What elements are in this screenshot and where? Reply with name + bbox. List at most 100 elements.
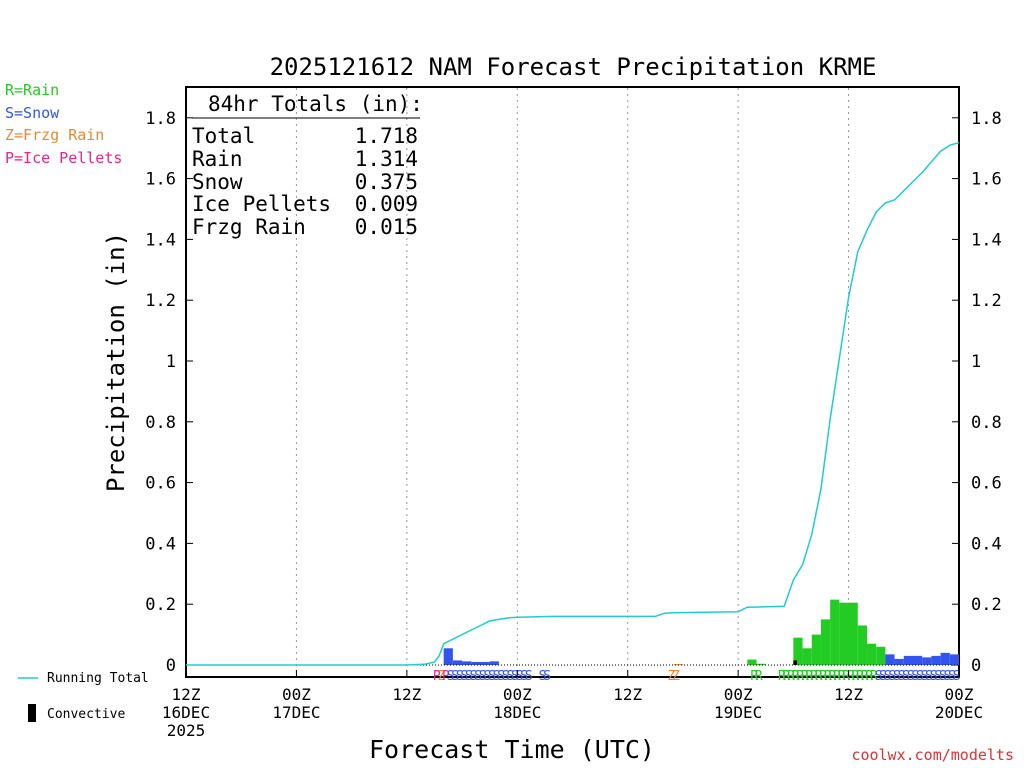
y-tick-label-left: 1.8 — [145, 109, 176, 129]
y-tick-label-left: 0.2 — [145, 595, 176, 615]
precip-type-letter: S — [479, 669, 487, 684]
precip-type-letter: S — [506, 669, 514, 684]
y-tick-label-right: 0.8 — [971, 413, 1002, 433]
precip-type-letter: S — [525, 669, 533, 684]
precip-type-letter: S — [502, 669, 510, 684]
precip-type-letter: R — [870, 669, 878, 684]
precip-bar — [802, 648, 812, 665]
precip-type-letter: Z — [437, 669, 445, 684]
precip-type-letter: R — [801, 669, 809, 684]
precip-bar — [820, 619, 831, 665]
precip-type-letter: S — [456, 669, 464, 684]
precip-type-letter: S — [460, 669, 468, 684]
precip-type-letter: R — [783, 669, 791, 684]
precip-bar — [894, 658, 904, 665]
convective-legend-label: Convective — [47, 707, 125, 722]
precip-bar — [876, 646, 886, 665]
convective-bar — [793, 660, 798, 665]
y-axis-ticks: 0 0 0.2 0.2 0.4 0.4 0.6 0.6 0.8 0.8 1 1 1.2 1.2 1.4 1.4… — [145, 109, 1001, 676]
precip-type-letter: Z — [668, 669, 676, 684]
precip-bar — [857, 625, 867, 665]
running-total-line — [186, 141, 960, 666]
totals-frzg-rain-label: Frzg Rain — [192, 215, 306, 239]
precip-bar — [885, 654, 895, 665]
legend-rain: R=Rain — [5, 81, 59, 99]
precip-type-letter: R — [847, 669, 855, 684]
precip-type-letter: S — [447, 669, 455, 684]
precip-type-letter: S — [921, 669, 929, 684]
y-tick-label-left: 1.4 — [145, 230, 176, 250]
y-tick-label-left: 1.2 — [145, 291, 176, 311]
precip-type-letter: S — [520, 669, 528, 684]
precip-type-letter: R — [778, 669, 786, 684]
totals-box: 84hr Totals (in): Total 1.718 Rain 1.314… — [192, 92, 423, 239]
precip-type-letter: S — [916, 669, 924, 684]
precip-type-letter: S — [497, 669, 505, 684]
precip-type-letter: R — [810, 669, 818, 684]
precip-type-letter: R — [815, 669, 823, 684]
precip-type-letter: R — [861, 669, 869, 684]
precip-type-letter: S — [483, 669, 491, 684]
x-tick-label: 2025 — [167, 721, 206, 740]
precip-type-letter: S — [474, 669, 482, 684]
x-tick-label: 12Z — [172, 685, 201, 704]
totals-header: 84hr Totals (in): — [208, 92, 423, 116]
y-tick-label-left: 0 — [166, 656, 176, 676]
precip-bar — [489, 661, 499, 665]
precip-bar — [931, 655, 941, 665]
precip-type-letter: S — [911, 669, 919, 684]
precip-type-letter: S — [934, 669, 942, 684]
y-tick-label-left: 0.8 — [145, 413, 176, 433]
precip-type-letter: S — [875, 669, 883, 684]
precip-bar — [839, 602, 858, 665]
precip-type-letter: S — [898, 669, 906, 684]
y-tick-label-left: 1.6 — [145, 170, 176, 190]
precip-bar — [462, 661, 472, 665]
totals-rain-value: 1.314 — [355, 147, 418, 171]
running-total-legend-label: Running Total — [47, 671, 149, 686]
precip-type-letter: S — [939, 669, 947, 684]
x-tick-label: 00Z — [282, 685, 311, 704]
precip-type-letter: S — [948, 669, 956, 684]
y-axis-label: Precipitation (in) — [102, 232, 130, 492]
convective-legend-swatch — [28, 704, 36, 722]
watermark: coolwx.com/modelts — [851, 746, 1014, 764]
precip-type-letter: P — [433, 669, 441, 684]
legend-frzg-rain: Z=Frzg Rain — [5, 126, 104, 144]
precip-type-letter: R — [824, 669, 832, 684]
precip-bar — [756, 663, 766, 665]
precip-bar — [443, 648, 453, 665]
y-tick-label-right: 1.6 — [971, 170, 1002, 190]
x-tick-label: 16DEC — [162, 703, 210, 722]
precip-type-letter: R — [856, 669, 864, 684]
precip-bar — [471, 661, 481, 665]
precip-type-letter: S — [925, 669, 933, 684]
precip-type-letter: S — [902, 669, 910, 684]
y-tick-label-right: 1 — [971, 352, 981, 372]
y-tick-label-right: 0.6 — [971, 474, 1002, 494]
chart-title: 2025121612 NAM Forecast Precipitation KR… — [270, 53, 877, 81]
precip-bar — [903, 655, 923, 665]
precip-type-letter: S — [493, 669, 501, 684]
totals-ice-pellets-label: Ice Pellets — [192, 192, 331, 216]
precip-type-letter: R — [838, 669, 846, 684]
y-tick-label-right: 0.4 — [971, 534, 1002, 554]
y-tick-label-right: 0.2 — [971, 595, 1002, 615]
precip-type-letter: S — [944, 669, 952, 684]
totals-snow-label: Snow — [192, 170, 243, 194]
x-tick-label: 20DEC — [935, 703, 983, 722]
precip-type-letter: R — [796, 669, 804, 684]
series-legend: Running Total Convective — [18, 671, 149, 722]
precip-bars — [443, 599, 959, 666]
legend-snow: S=Snow — [5, 104, 60, 122]
y-tick-label-right: 1.2 — [971, 291, 1002, 311]
precip-type-letter: S — [470, 669, 478, 684]
y-tick-label-right: 1.4 — [971, 230, 1002, 250]
precip-bar — [452, 660, 463, 665]
x-tick-label: 00Z — [945, 685, 974, 704]
totals-total-value: 1.718 — [355, 124, 418, 148]
y-tick-label-left: 0.6 — [145, 474, 176, 494]
precip-type-letter: S — [511, 669, 519, 684]
convective-bars — [793, 660, 798, 665]
